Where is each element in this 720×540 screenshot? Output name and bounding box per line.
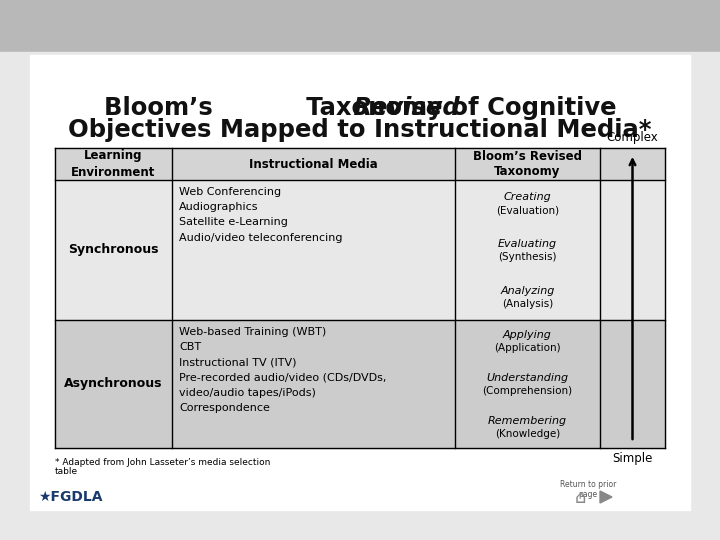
Polygon shape [600, 491, 612, 503]
Text: Learning
Environment: Learning Environment [71, 150, 156, 179]
Text: Evaluating: Evaluating [498, 239, 557, 249]
Text: table: table [55, 467, 78, 476]
Text: Objectives Mapped to Instructional Media*: Objectives Mapped to Instructional Media… [68, 118, 652, 142]
Text: (Knowledge): (Knowledge) [495, 429, 560, 438]
Text: * Adapted from John Lasseter’s media selection: * Adapted from John Lasseter’s media sel… [55, 458, 271, 467]
Bar [30, 55, 690, 510]
Text: Simple: Simple [612, 452, 653, 465]
Text: Complex: Complex [607, 131, 658, 144]
Text: (Comprehension): (Comprehension) [482, 386, 572, 396]
Text: Remembering: Remembering [488, 416, 567, 426]
Text: (Evaluation): (Evaluation) [496, 205, 559, 215]
Text: Analyzing: Analyzing [500, 286, 554, 296]
Text: ★FGDLA: ★FGDLA [37, 490, 102, 504]
Text: (Synthesis): (Synthesis) [498, 252, 557, 262]
Text: Synchronous: Synchronous [68, 244, 158, 256]
Bar [55, 180, 665, 320]
Text: (Application): (Application) [494, 343, 561, 353]
Text: Revised: Revised [260, 96, 460, 120]
Text: Understanding: Understanding [487, 373, 569, 383]
Bar [55, 148, 665, 180]
Text: Asynchronous: Asynchronous [64, 377, 163, 390]
Text: Web-based Training (WBT)
CBT
Instructional TV (ITV)
Pre-recorded audio/video (CD: Web-based Training (WBT) CBT Instruction… [179, 327, 387, 413]
Text: Web Conferencing
Audiographics
Satellite e-Learning
Audio/video teleconferencing: Web Conferencing Audiographics Satellite… [179, 187, 343, 242]
Text: Bloom’s           Taxonomy of Cognitive: Bloom’s Taxonomy of Cognitive [104, 96, 616, 120]
Text: Return to prior
page: Return to prior page [560, 480, 616, 500]
Text: Applying: Applying [503, 330, 552, 340]
Text: Bloom’s Revised
Taxonomy: Bloom’s Revised Taxonomy [473, 150, 582, 179]
Text: Creating: Creating [503, 192, 552, 202]
Text: ⌂: ⌂ [575, 489, 585, 507]
Bar [0, 0, 720, 52]
Bar [55, 320, 665, 448]
Text: Instructional Media: Instructional Media [249, 158, 378, 171]
Text: (Analysis): (Analysis) [502, 299, 553, 309]
